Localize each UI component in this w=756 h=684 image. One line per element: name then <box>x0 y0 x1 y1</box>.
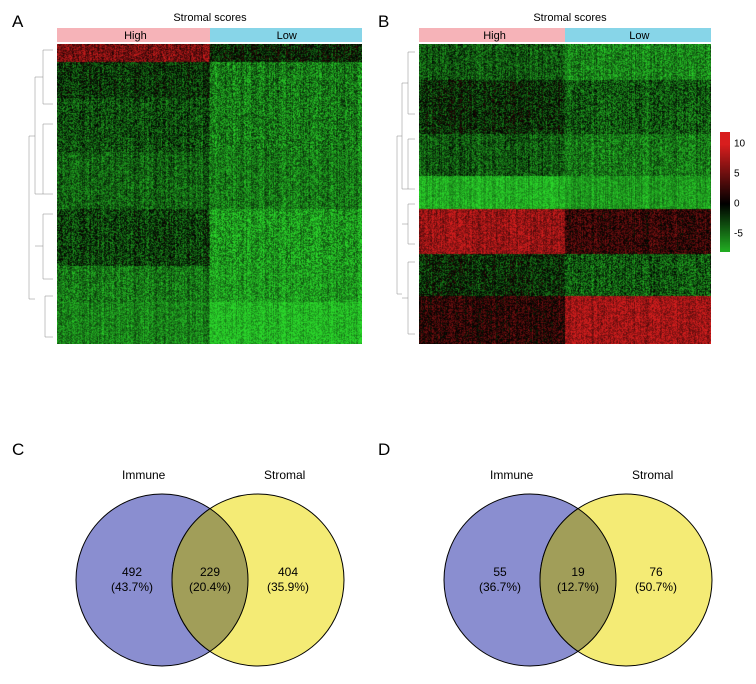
panel-c-venn: Immune Stromal 492(43.7%) 229(20.4%) 404(35.… <box>52 460 364 670</box>
venn-center-count: 19(12.7%) <box>557 565 599 595</box>
panel-b-dendrogram <box>394 44 417 344</box>
venn-label-right: Stromal <box>264 468 305 482</box>
colorbar-tick: 0 <box>734 199 740 210</box>
panel-b-high-label: High <box>483 30 506 42</box>
venn-label-right: Stromal <box>632 468 673 482</box>
venn-label-left: Immune <box>122 468 165 482</box>
panel-a-low-label: Low <box>277 30 297 42</box>
panel-d-label: D <box>378 440 390 460</box>
colorbar: 1050-5 <box>720 132 730 257</box>
colorbar-gradient <box>720 132 730 252</box>
venn-left-count: 55(36.7%) <box>479 565 521 595</box>
panel-d-venn: Immune Stromal 55(36.7%) 19(12.7%) 76(50.7%) <box>420 460 732 670</box>
panel-b-heatmap <box>419 44 711 344</box>
panel-a-label: A <box>12 12 23 32</box>
panel-a-high-label: High <box>124 30 147 42</box>
panel-a-heatmap <box>57 44 362 344</box>
venn-label-left: Immune <box>490 468 533 482</box>
panel-c-label: C <box>12 440 24 460</box>
venn-right-count: 404(35.9%) <box>267 565 309 595</box>
panel-a-title: Stromal scores <box>130 12 290 24</box>
venn-center-count: 229(20.4%) <box>189 565 231 595</box>
panel-b-label: B <box>378 12 389 32</box>
panel-a-heatmap-canvas <box>57 44 362 344</box>
venn-left-count: 492(43.7%) <box>111 565 153 595</box>
colorbar-tick: 10 <box>734 139 745 150</box>
colorbar-tick: -5 <box>734 229 743 240</box>
venn-right-count: 76(50.7%) <box>635 565 677 595</box>
panel-b-heatmap-canvas <box>419 44 711 344</box>
colorbar-tick: 5 <box>734 169 740 180</box>
panel-b-title: Stromal scores <box>490 12 650 24</box>
panel-b-low-label: Low <box>629 30 649 42</box>
panel-a-dendrogram <box>25 44 55 344</box>
